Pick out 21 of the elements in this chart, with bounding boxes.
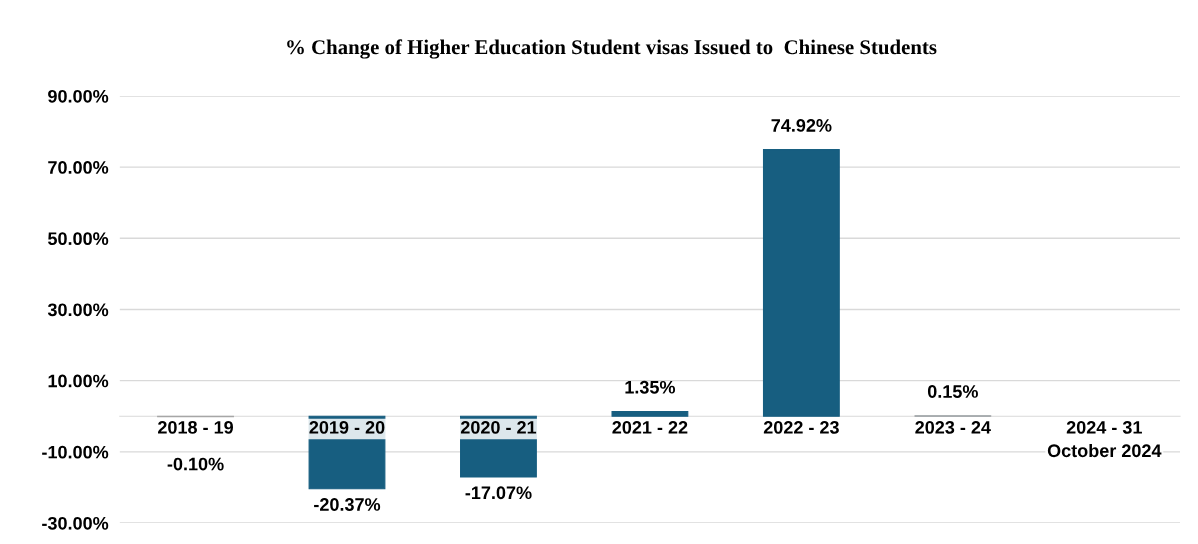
- data-label: 74.92%: [771, 119, 832, 132]
- x-tick-label: 2023 - 24: [915, 420, 991, 434]
- y-tick-label: 30.00%: [47, 303, 109, 317]
- x-tick-label: 2019 - 20: [309, 420, 385, 434]
- y-tick-label: 50.00%: [48, 232, 109, 246]
- y-tick-label: 70.00%: [48, 161, 109, 174]
- x-tick-label: 2022 - 23: [763, 420, 839, 434]
- x-tick-label: 2024 - 31 October 2024: [1047, 420, 1162, 458]
- data-label: -20.37%: [314, 498, 381, 511]
- data-label: 0.15%: [927, 385, 978, 398]
- y-tick-label: 90.00%: [48, 89, 109, 103]
- data-label: 1.35%: [625, 380, 676, 394]
- data-label: -17.07%: [465, 486, 532, 500]
- y-tick-label: -10.00%: [42, 445, 109, 459]
- y-tick-label: 10.00%: [48, 374, 109, 388]
- chart-title: % Change of Higher Education Student visas Issued to Chinese Students: [287, 39, 937, 59]
- x-tick-label: 2018 - 19: [158, 420, 234, 434]
- x-tick-label: 2021 - 22: [612, 420, 688, 434]
- x-tick-label: 2020 - 21: [460, 420, 537, 434]
- data-label: -0.10%: [167, 457, 224, 471]
- y-tick-label: -30.00%: [42, 516, 109, 530]
